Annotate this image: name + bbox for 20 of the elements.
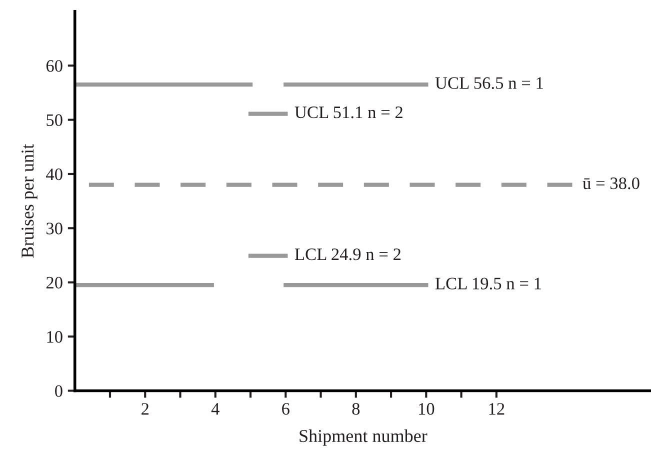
- series-label: LCL 24.9 n = 2: [294, 248, 401, 260]
- x-tick-label: 2: [142, 403, 149, 415]
- x-tick-label: 8: [352, 403, 360, 415]
- x-axis-title: Shipment number: [300, 429, 428, 446]
- y-tick-label: 0: [55, 385, 62, 397]
- series-label: UCL 56.5 n = 1: [435, 77, 543, 89]
- y-tick-label: 20: [46, 276, 62, 289]
- x-tick-label: 4: [211, 403, 220, 415]
- y-tick-label: 60: [46, 60, 62, 72]
- y-tick-label: 50: [46, 114, 62, 126]
- series-label: LCL 19.5 n = 1: [435, 278, 541, 290]
- y-tick-label: 10: [47, 331, 62, 343]
- y-axis-title: Bruises per unit: [22, 144, 38, 258]
- x-tick-label: 10: [419, 403, 434, 415]
- y-tick-label: 30: [46, 222, 62, 234]
- series-label: ū = 38.0: [582, 177, 640, 190]
- x-tick-label: 12: [489, 403, 504, 415]
- x-tick-label: 6: [282, 403, 290, 415]
- y-tick-label: 40: [46, 168, 62, 180]
- series-label: UCL 51.1 n = 2: [294, 106, 402, 118]
